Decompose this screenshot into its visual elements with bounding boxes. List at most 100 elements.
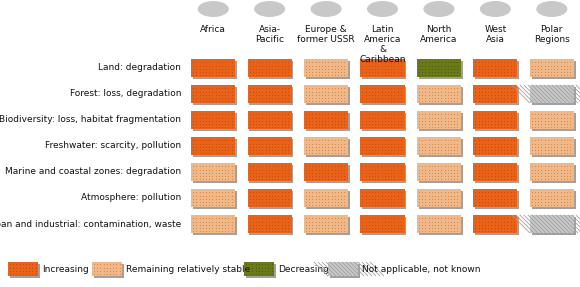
Point (452, 125, 462, 129)
Point (380, 164, 390, 168)
Point (274, 222, 283, 227)
Point (480, 190, 490, 195)
Point (224, 86, 233, 91)
Point (559, 70, 568, 74)
Point (261, 119, 270, 123)
Point (304, 174, 314, 178)
Point (450, 115, 459, 120)
Point (509, 216, 519, 221)
Point (437, 164, 446, 168)
Point (430, 63, 440, 68)
Point (340, 196, 349, 201)
Point (437, 70, 446, 74)
Point (471, 63, 480, 68)
Point (211, 125, 220, 129)
Point (414, 112, 423, 117)
Bar (532, 191, 575, 209)
Point (433, 96, 443, 100)
Point (430, 219, 440, 224)
Point (530, 170, 539, 175)
Point (490, 219, 499, 224)
Point (506, 138, 515, 143)
Point (255, 141, 264, 146)
Point (220, 112, 230, 117)
Bar (473, 215, 517, 233)
Point (264, 203, 274, 208)
Point (277, 216, 287, 221)
Point (566, 138, 575, 143)
Point (340, 73, 349, 77)
Point (396, 115, 405, 120)
Point (258, 148, 267, 152)
Point (245, 164, 254, 168)
Point (424, 219, 433, 224)
Point (340, 70, 349, 74)
Point (430, 112, 440, 117)
Point (198, 138, 208, 143)
Point (396, 138, 405, 143)
Point (387, 89, 396, 94)
Point (509, 199, 519, 204)
Point (260, 265, 270, 270)
Point (258, 73, 267, 77)
Point (214, 190, 223, 195)
Point (248, 226, 258, 230)
Point (414, 193, 423, 198)
Point (487, 177, 496, 181)
Point (311, 89, 320, 94)
Point (227, 60, 236, 65)
Point (549, 203, 559, 208)
Point (108, 265, 118, 270)
Point (437, 138, 446, 143)
Point (477, 60, 487, 65)
Bar (417, 215, 461, 233)
Point (211, 122, 220, 126)
Point (195, 122, 204, 126)
Bar (246, 264, 276, 278)
Point (304, 216, 314, 221)
Point (321, 190, 330, 195)
Point (496, 115, 506, 120)
Point (420, 190, 430, 195)
Point (324, 203, 333, 208)
Point (433, 115, 443, 120)
Point (267, 86, 277, 91)
Point (255, 122, 264, 126)
Point (480, 170, 490, 175)
Point (430, 170, 440, 175)
Point (361, 141, 371, 146)
Point (503, 190, 512, 195)
Point (371, 119, 380, 123)
Point (227, 66, 236, 71)
Point (317, 89, 327, 94)
Point (192, 122, 201, 126)
Point (433, 190, 443, 195)
Point (330, 174, 339, 178)
Point (377, 170, 386, 175)
Point (211, 219, 220, 224)
Point (336, 141, 346, 146)
Point (390, 151, 399, 155)
Point (208, 229, 217, 233)
Point (308, 66, 317, 71)
Point (440, 222, 449, 227)
Point (251, 170, 260, 175)
Point (324, 226, 333, 230)
Point (311, 119, 320, 123)
Point (433, 148, 443, 152)
Point (549, 177, 559, 181)
Point (530, 196, 539, 201)
Point (255, 151, 264, 155)
Point (321, 203, 330, 208)
Point (277, 73, 287, 77)
Point (208, 219, 217, 224)
Point (440, 66, 449, 71)
Point (251, 92, 260, 97)
Point (430, 119, 440, 123)
Point (377, 115, 386, 120)
Bar (248, 59, 292, 77)
Point (418, 222, 427, 227)
Point (336, 164, 346, 168)
Point (205, 144, 214, 149)
Point (420, 203, 430, 208)
